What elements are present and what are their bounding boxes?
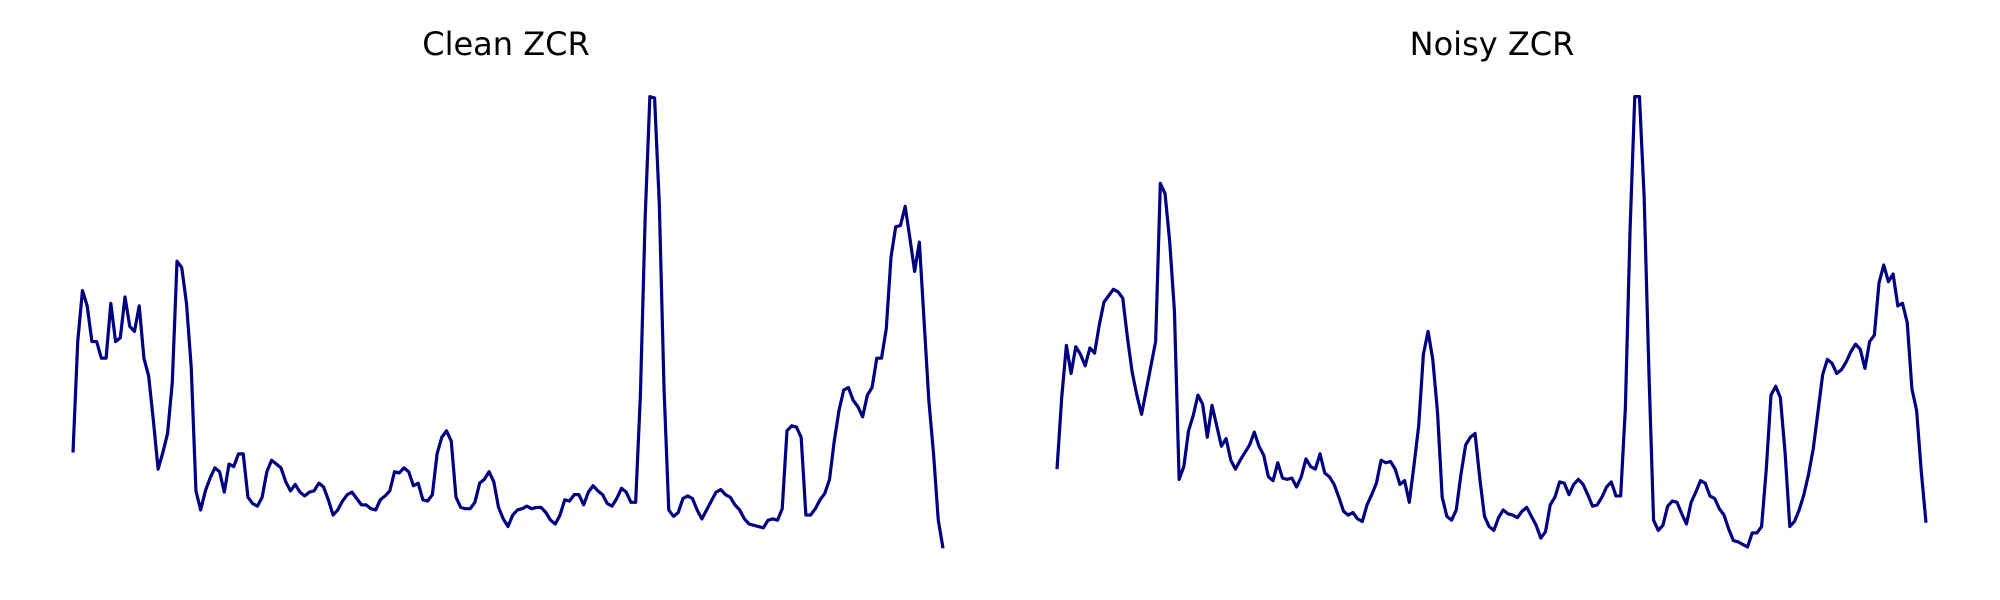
data-line (1055, 95, 1928, 549)
chart-title: Clean ZCR (422, 25, 589, 63)
data-line (71, 95, 945, 549)
chart-title: Noisy ZCR (1410, 25, 1575, 63)
